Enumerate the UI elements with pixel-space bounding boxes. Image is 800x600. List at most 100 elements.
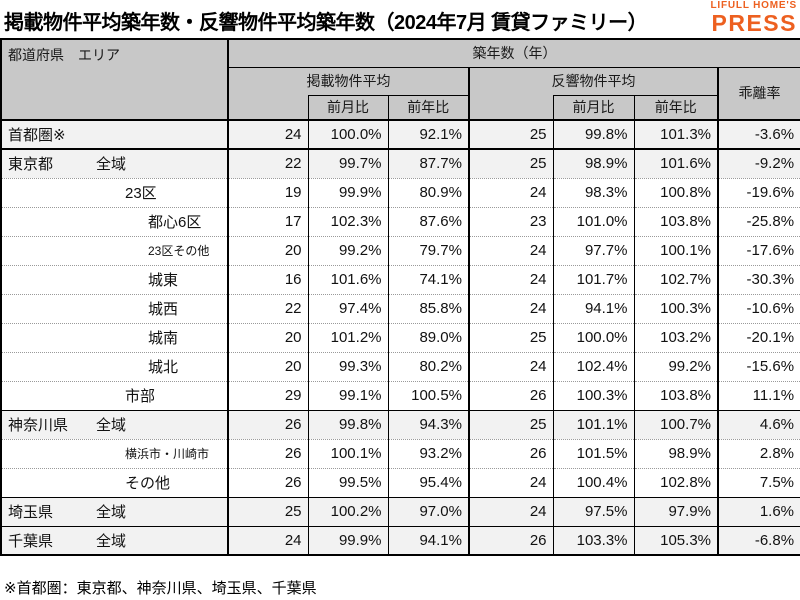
area-cell: 城北 [0,351,229,381]
response-mom-cell: 94.1% [552,293,635,323]
listed-yoy-cell: 80.2% [387,351,470,381]
area-label: 23区 [125,185,157,202]
listed-age-cell: 19 [227,177,309,207]
col-header-area: 都道府県 エリア [0,38,229,121]
page-title: 掲載物件平均築年数・反響物件平均築年数（2024年7月 賃貸ファミリー） [4,12,648,34]
listed-yoy-cell: 92.1% [387,119,470,149]
listed-yoy-cell: 94.3% [387,409,470,439]
listed-mom-cell: 99.7% [307,148,389,178]
table-row: 神奈川県 全域 26 99.8% 94.3% 25 101.1% 100.7% 4.6% [0,409,800,439]
response-age-cell: 25 [468,409,554,439]
table-row: 埼玉県 全域 25 100.2% 97.0% 24 97.5% 97.9% 1.6% [0,496,800,526]
listed-mom-cell: 99.1% [307,380,389,410]
footnote: ※首都圏：東京都、神奈川県、埼玉県、千葉県 [4,580,317,597]
listed-mom-cell: 100.0% [307,119,389,149]
area-cell: 東京都 全域 [0,148,229,178]
listed-age-cell: 25 [227,496,309,526]
area-cell: 23区その他 [0,235,229,265]
table-row: 都心6区 17 102.3% 87.6% 23 101.0% 103.8% -25.8% [0,206,800,236]
deviation-rate-cell: -20.1% [716,322,800,352]
area-label: 全域 [96,156,127,174]
listed-age-cell: 24 [227,525,309,555]
listed-yoy-cell: 94.1% [387,525,470,555]
listed-yoy-cell: 79.7% [387,235,470,265]
listed-yoy-cell: 80.9% [387,177,470,207]
col-header-listed-value-spacer [227,95,309,121]
response-yoy-cell: 103.8% [633,206,719,236]
response-yoy-cell: 102.7% [633,264,719,294]
area-label: 都心6区 [148,214,202,231]
response-mom-cell: 100.4% [552,467,635,497]
listed-yoy-cell: 93.2% [387,438,470,468]
col-header-response-value-spacer [468,95,554,121]
col-header-listed-yoy: 前年比 [387,94,470,121]
response-age-cell: 24 [468,264,554,294]
table-row: その他 26 99.5% 95.4% 24 100.4% 102.8% 7.5% [0,467,800,497]
title-bar: 掲載物件平均築年数・反響物件平均築年数（2024年7月 賃貸ファミリー） LIF… [0,0,800,38]
area-cell: その他 [0,467,229,497]
listed-yoy-cell: 100.5% [387,380,470,410]
area-cell: 市部 [0,380,229,410]
area-cell: 城西 [0,293,229,323]
listed-mom-cell: 97.4% [307,293,389,323]
response-yoy-cell: 97.9% [633,496,719,526]
deviation-rate-cell: -10.6% [716,293,800,323]
listed-age-cell: 16 [227,264,309,294]
response-mom-cell: 101.1% [552,409,635,439]
listed-mom-cell: 102.3% [307,206,389,236]
deviation-rate-cell: -3.6% [716,119,800,149]
area-cell: 神奈川県 全域 [0,409,229,439]
listed-mom-cell: 99.8% [307,409,389,439]
logo-brand-text: LIFULL HOME'S [710,0,797,11]
deviation-rate-cell: 1.6% [716,496,800,526]
table-header: 都道府県 エリア 築年数（年） 掲載物件平均 反響物件平均 乖離率 前月比 前年… [0,38,800,121]
response-yoy-cell: 105.3% [633,525,719,555]
table-row: 城東 16 101.6% 74.1% 24 101.7% 102.7% -30.3% [0,264,800,294]
area-label: 横浜市・川崎市 [125,447,210,461]
response-yoy-cell: 103.8% [633,380,719,410]
table-row: 東京都 全域 22 99.7% 87.7% 25 98.9% 101.6% -9.2% [0,148,800,178]
deviation-rate-cell: -25.8% [716,206,800,236]
response-mom-cell: 98.9% [552,148,635,178]
area-cell: 横浜市・川崎市 [0,438,229,468]
listed-yoy-cell: 74.1% [387,264,470,294]
col-header-response-average: 反響物件平均 [468,66,719,95]
listed-age-cell: 29 [227,380,309,410]
response-yoy-cell: 100.1% [633,235,719,265]
table-row: 城西 22 97.4% 85.8% 24 94.1% 100.3% -10.6% [0,293,800,323]
table-row: 千葉県 全域 24 99.9% 94.1% 26 103.3% 105.3% -6.8% [0,525,800,555]
response-mom-cell: 97.5% [552,496,635,526]
listed-mom-cell: 99.9% [307,177,389,207]
response-mom-cell: 97.7% [552,235,635,265]
logo-press-text: PRESS [711,10,797,36]
response-mom-cell: 103.3% [552,525,635,555]
table-row: 横浜市・川崎市 26 100.1% 93.2% 26 101.5% 98.9% 2.8% [0,438,800,468]
response-yoy-cell: 98.9% [633,438,719,468]
area-cell: 埼玉県 全域 [0,496,229,526]
listed-mom-cell: 99.9% [307,525,389,555]
prefecture-label: 千葉県 [8,532,54,550]
area-cell: 都心6区 [0,206,229,236]
listed-mom-cell: 100.1% [307,438,389,468]
col-header-response-yoy: 前年比 [633,94,719,121]
area-cell: 首都圏※ [0,119,229,149]
table-row: 首都圏※ 24 100.0% 92.1% 25 99.8% 101.3% -3.6% [0,119,800,149]
table-row: 城北 20 99.3% 80.2% 24 102.4% 99.2% -15.6% [0,351,800,381]
listed-yoy-cell: 95.4% [387,467,470,497]
press-logo: LIFULL HOME'S PRESS [711,1,797,35]
response-age-cell: 26 [468,438,554,468]
area-label: 23区その他 [148,244,210,258]
response-age-cell: 26 [468,525,554,555]
listed-age-cell: 20 [227,235,309,265]
response-age-cell: 25 [468,148,554,178]
area-cell: 城東 [0,264,229,294]
response-mom-cell: 99.8% [552,119,635,149]
prefecture-label: 首都圏※ [8,127,66,144]
table-body: 首都圏※ 24 100.0% 92.1% 25 99.8% 101.3% -3.6% 東京都 全域… [0,119,800,555]
col-header-listed-average: 掲載物件平均 [227,66,470,95]
response-mom-cell: 101.0% [552,206,635,236]
area-label: 全域 [96,504,127,521]
response-yoy-cell: 102.8% [633,467,719,497]
deviation-rate-cell: -19.6% [716,177,800,207]
response-mom-cell: 102.4% [552,351,635,381]
